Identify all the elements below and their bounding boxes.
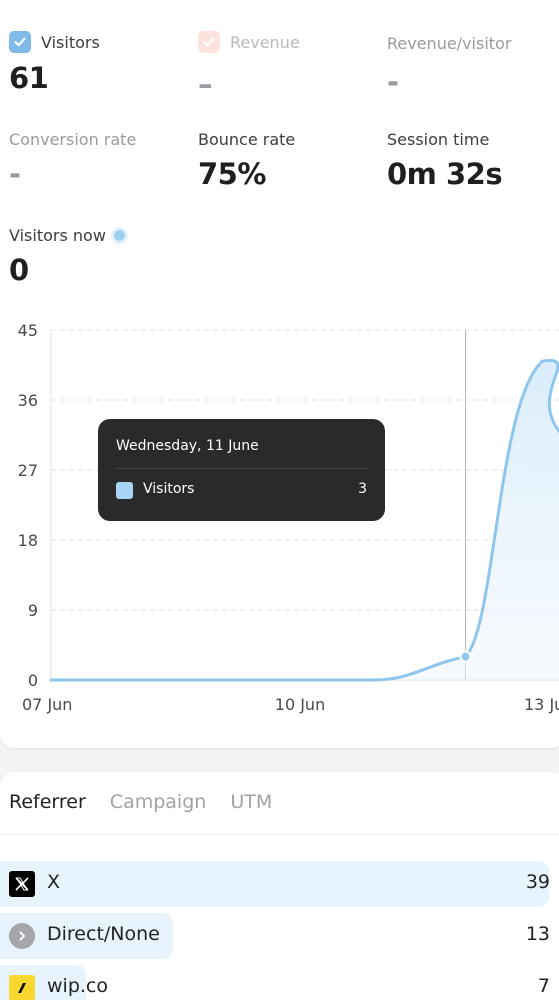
referrers-card: Referrer Campaign UTM X 39 Direct/None 1… [0, 772, 559, 1000]
session-time-value: 0m 32s [387, 157, 503, 191]
revenue-checkbox-icon[interactable] [198, 31, 220, 53]
referrer-name: X [47, 871, 61, 893]
referrer-tabs: Referrer Campaign UTM [9, 791, 272, 813]
tooltip-series-value: 3 [358, 481, 367, 497]
metric-session-time: Session time 0m 32s [387, 130, 503, 191]
visitors-now-value: 0 [9, 253, 29, 287]
y-tick-label: 9 [28, 601, 38, 620]
visitors-now-label: Visitors now [9, 226, 106, 245]
metric-revenue-per-visitor: Revenue/visitor - [387, 34, 511, 99]
bounce-rate-value: 75% [198, 157, 266, 191]
tooltip-divider [116, 468, 367, 469]
referrer-row-x[interactable]: X 39 [0, 861, 559, 907]
session-time-label: Session time [387, 130, 490, 149]
y-tick-label: 45 [18, 321, 38, 340]
visitors-area-fill [51, 360, 559, 680]
chart-tooltip: Wednesday, 11 June Visitors 3 [98, 419, 385, 521]
visitors-series-line [49, 358, 559, 682]
conversion-rate-label: Conversion rate [9, 130, 137, 149]
revenue-per-visitor-label: Revenue/visitor [387, 34, 512, 53]
y-tick-label: 18 [18, 531, 38, 550]
tooltip-series-swatch [116, 482, 133, 499]
tab-utm[interactable]: UTM [230, 791, 273, 813]
y-tick-label: 36 [18, 391, 38, 410]
referrer-row-wip[interactable]: wip.co 7 [0, 965, 559, 1000]
referrer-name: wip.co [47, 975, 108, 997]
y-tick-label: 27 [18, 461, 38, 480]
visitors-chart[interactable]: 0 9 18 27 36 45 07 Jun 10 Jun 13 Ju [0, 320, 559, 730]
referrer-bar [0, 861, 549, 907]
wip-logo-icon [9, 975, 35, 1000]
tab-referrer[interactable]: Referrer [9, 791, 86, 813]
hover-point [459, 650, 472, 663]
bounce-rate-label: Bounce rate [198, 130, 296, 149]
referrer-row-direct[interactable]: Direct/None 13 [0, 913, 559, 959]
metric-visitors-now: Visitors now 0 [9, 226, 125, 287]
referrer-name: Direct/None [47, 923, 160, 945]
conversion-rate-value: - [9, 157, 21, 191]
metric-bounce-rate: Bounce rate 75% [198, 130, 295, 191]
revenue-per-visitor-value: - [387, 65, 399, 99]
x-logo-icon [9, 871, 35, 897]
y-tick-label: 0 [28, 671, 38, 690]
tooltip-date: Wednesday, 11 June [116, 438, 259, 454]
tab-campaign[interactable]: Campaign [109, 791, 207, 813]
x-tick-label: 13 Ju [524, 695, 559, 714]
tabs-divider [0, 834, 559, 835]
revenue-label: Revenue [230, 32, 300, 52]
x-tick-label: 10 Jun [275, 695, 325, 714]
referrer-count: 39 [525, 871, 550, 893]
tooltip-series-label: Visitors [143, 481, 195, 497]
visitors-checkbox-icon[interactable] [9, 31, 31, 53]
live-indicator-icon [113, 230, 125, 241]
referrer-count: 13 [525, 923, 550, 945]
metric-conversion-rate: Conversion rate - [9, 130, 136, 191]
metric-visitors[interactable]: Visitors 61 [9, 31, 100, 95]
visitors-value: 61 [9, 61, 49, 95]
x-tick-label: 07 Jun [22, 695, 72, 714]
chevron-right-circle-icon [9, 923, 35, 949]
visitors-label: Visitors [41, 32, 100, 52]
revenue-value: – [198, 67, 212, 101]
visitors-chart-svg[interactable]: 0 9 18 27 36 45 07 Jun 10 Jun 13 Ju [0, 320, 559, 730]
referrer-count: 7 [537, 975, 550, 997]
metric-revenue[interactable]: Revenue – [198, 31, 300, 101]
